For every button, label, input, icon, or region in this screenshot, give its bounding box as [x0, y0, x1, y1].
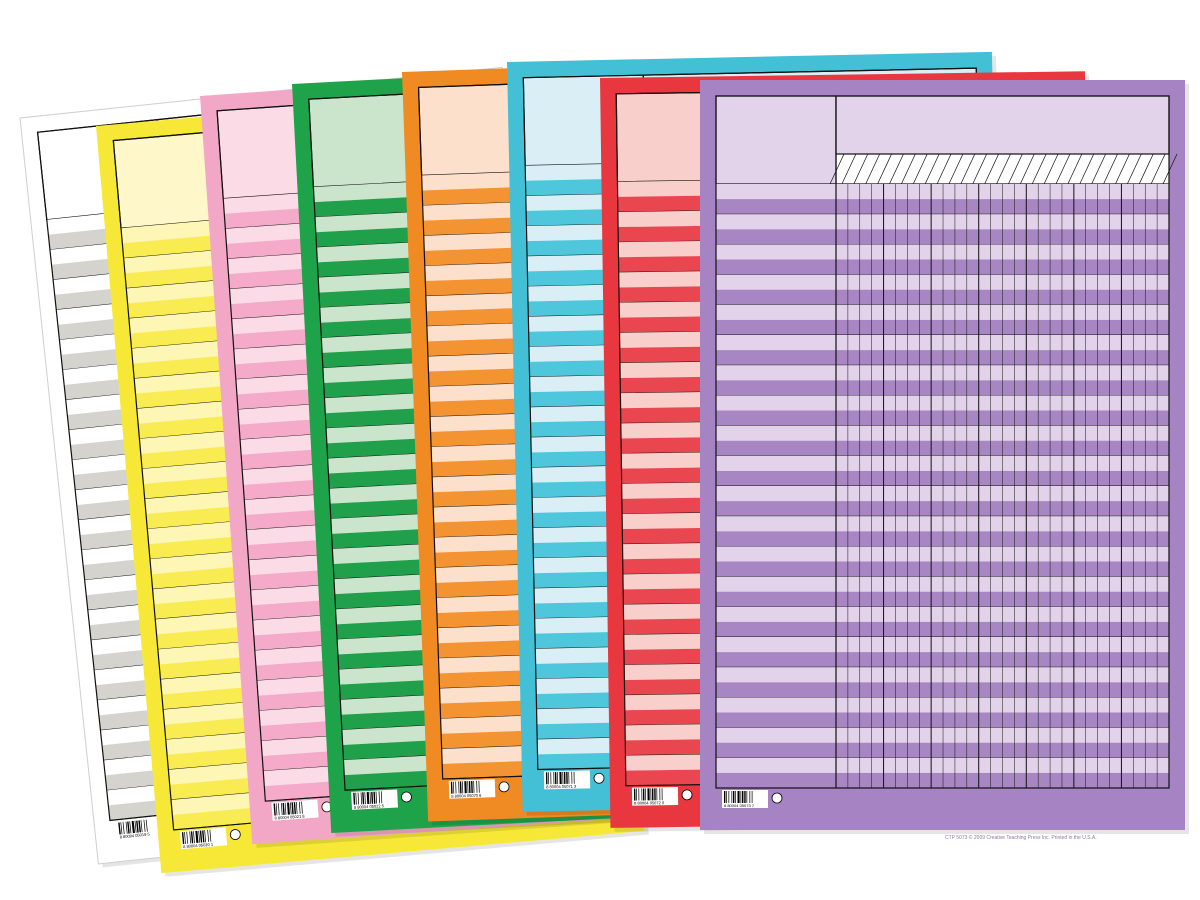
barcode-label: 8 80004 05071 3: [546, 784, 577, 790]
table-row: [716, 486, 1169, 502]
table-row: [716, 440, 1169, 456]
table-row: [716, 229, 1169, 245]
table-row: [716, 501, 1169, 517]
table-row: [716, 606, 1169, 622]
barcode: 8 80004 05019 5: [116, 817, 164, 840]
table-row: [716, 304, 1169, 320]
barcode-label: 8 80004 05072 0: [634, 800, 665, 805]
copyright-footer: CTP 5073 © 2009 Creative Teaching Press …: [945, 835, 1097, 841]
table-row: [716, 470, 1169, 486]
table-row: [716, 319, 1169, 335]
table-row: [716, 259, 1169, 275]
barcode: 8 80004 05022 5: [351, 789, 399, 810]
barcode: 8 80004 05070 6: [448, 779, 496, 799]
table-row: [716, 425, 1169, 441]
table-row: [716, 682, 1169, 698]
table-row: [716, 667, 1169, 683]
table-row: [716, 591, 1169, 607]
table-row: [716, 289, 1169, 305]
table-row: [716, 199, 1169, 215]
table-row: [716, 637, 1169, 653]
table-row: [716, 742, 1169, 758]
barcode-label: 8 80004 05073 7: [724, 803, 755, 808]
table-row: [716, 546, 1169, 562]
barcode-label: 8 80004 05022 5: [354, 803, 385, 810]
barcode-label: 8 80004 05021 8: [274, 813, 305, 820]
table-row: [716, 757, 1169, 773]
barcode-label: 8 80004 05019 5: [119, 831, 150, 839]
table-row: [716, 274, 1169, 290]
barcode: 8 80004 05072 0: [631, 786, 679, 806]
table-row: [716, 727, 1169, 743]
table-row: [716, 561, 1169, 577]
publisher-logo-icon: [498, 781, 510, 793]
table-row: [716, 410, 1169, 426]
barcode-label: 8 80004 05070 6: [451, 793, 482, 799]
table-row: [716, 531, 1169, 547]
barcode: 8 80004 05021 8: [271, 799, 319, 821]
table-row: [716, 214, 1169, 230]
table-row: [716, 380, 1169, 396]
header-name-box: [715, 95, 837, 185]
table-row: [716, 395, 1169, 411]
table-row: [716, 516, 1169, 532]
table-row: [716, 455, 1169, 471]
chart-sheets-layer: 8 80004 05019 5 8 80004 05020 1 8 80004 05…: [19, 51, 1189, 877]
table-row: [716, 697, 1169, 713]
table-row: [716, 350, 1169, 366]
table-row: [716, 335, 1169, 351]
table-row: [716, 712, 1169, 728]
table-row: [716, 576, 1169, 592]
table-row: [716, 365, 1169, 381]
publisher-logo-icon: [681, 789, 693, 801]
table-row: [716, 244, 1169, 260]
publisher-logo-icon: [401, 791, 412, 803]
publisher-logo-icon: [771, 792, 783, 804]
barcode: 8 80004 05073 7: [722, 790, 768, 808]
publisher-logo-icon: [593, 772, 605, 784]
publisher-logo-icon: [229, 829, 241, 840]
table-row: [716, 621, 1169, 637]
table-row: [716, 772, 1169, 788]
barcode: 8 80004 05071 3: [543, 770, 591, 790]
table-row: [716, 652, 1169, 668]
chart-sheet-purple: 8 80004 05073 7: [700, 80, 1189, 834]
header-columns-box: [835, 95, 1170, 155]
barcode-label: 8 80004 05020 1: [183, 841, 214, 849]
barcode: 8 80004 05020 1: [179, 827, 228, 850]
table-row: [716, 184, 1169, 200]
